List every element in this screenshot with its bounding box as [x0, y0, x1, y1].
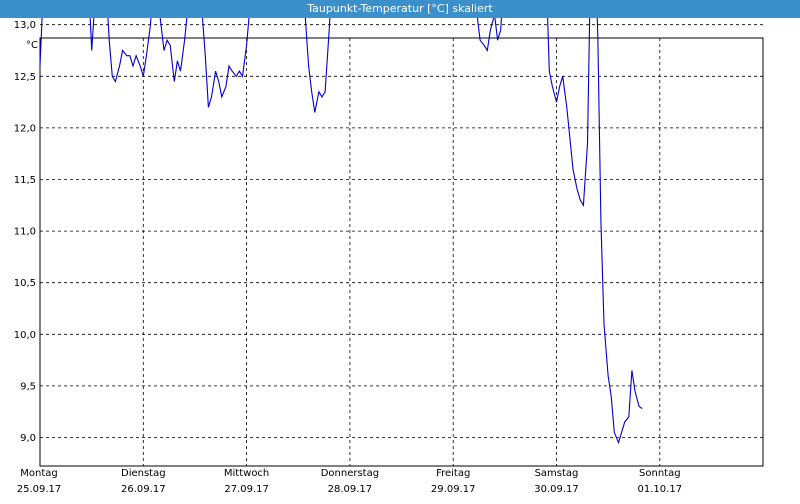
window-title: Taupunkt-Temperatur [°C] skaliert: [0, 0, 800, 18]
y-tick-label: 13,0: [14, 20, 36, 31]
x-date-label: 25.09.17: [17, 484, 62, 495]
x-date-label: 28.09.17: [328, 484, 373, 495]
x-day-label: Sonntag: [639, 468, 681, 479]
y-tick-label: 11,5: [14, 175, 36, 186]
x-date-label: 30.09.17: [534, 484, 579, 495]
x-date-label: 27.09.17: [224, 484, 269, 495]
y-tick-label: 10,5: [14, 278, 36, 289]
x-day-label: Mittwoch: [224, 468, 269, 479]
x-date-label: 29.09.17: [431, 484, 476, 495]
x-day-label: Donnerstag: [321, 468, 379, 479]
y-unit-label: °C: [26, 40, 38, 51]
x-day-label: Freitag: [436, 468, 470, 479]
grid: [40, 24, 763, 466]
x-date-label: 26.09.17: [121, 484, 166, 495]
y-tick-label: 12,5: [14, 72, 36, 83]
y-tick-label: 11,0: [14, 227, 36, 238]
x-day-label: Montag: [20, 468, 57, 479]
data-lines: [39, 0, 643, 445]
x-day-label: Samstag: [535, 468, 579, 479]
y-tick-label: 9,0: [20, 433, 36, 444]
x-day-label: Dienstag: [121, 468, 166, 479]
y-tick-label: 9,5: [20, 381, 36, 392]
y-tick-label: 10,0: [14, 330, 36, 341]
y-tick-labels: 9,09,510,010,511,011,512,012,513,013,514…: [14, 20, 36, 444]
x-tick-labels: Montag 25.09.17 Dienstag 26.09.17 Mittwoch 27…: [17, 468, 682, 495]
plot-frame: [39, 37, 764, 467]
series-line: [39, 0, 332, 113]
dewpoint-line-chart: °C 9,09,510,010,511,011,512,012,513,013,…: [14, 0, 764, 495]
series-line: [475, 0, 643, 445]
x-date-label: 01.10.17: [638, 484, 683, 495]
y-tick-label: 12,0: [14, 123, 36, 134]
